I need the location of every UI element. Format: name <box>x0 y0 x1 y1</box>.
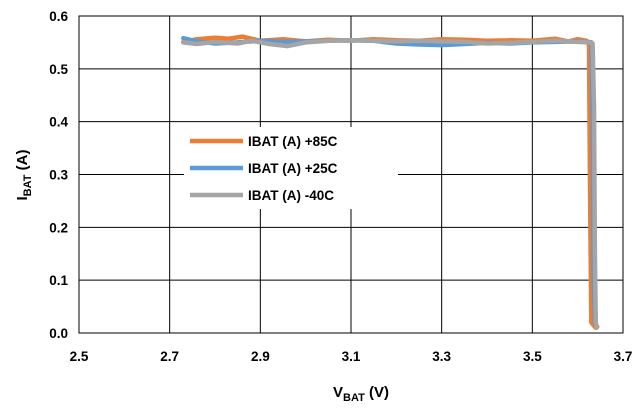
y-tick-label: 0.6 <box>49 9 68 24</box>
plot-border <box>78 15 624 334</box>
y-axis-title-sub: BAT <box>22 174 34 196</box>
x-tick-label: 3.3 <box>432 349 451 364</box>
y-tick-label: 0.3 <box>49 168 68 183</box>
x-tick-label: 3.5 <box>523 349 542 364</box>
y-tick-label: 0.1 <box>49 273 68 288</box>
x-axis-title-main: V <box>333 384 343 401</box>
x-axis-title: VBAT (V) <box>333 384 389 404</box>
x-tick-label: 2.9 <box>251 349 270 364</box>
y-tick-label: 0.0 <box>49 326 68 341</box>
legend: IBAT (A) +85C IBAT (A) +25C IBAT (A) -40C <box>184 127 398 209</box>
y-tick-label: 0.5 <box>49 62 68 77</box>
legend-label-2: IBAT (A) +25C <box>248 161 338 176</box>
y-tick-label: 0.2 <box>49 220 68 235</box>
x-tick-label: 2.5 <box>70 349 89 364</box>
x-tick-label: 2.7 <box>160 349 179 364</box>
y-axis-title: IBAT (A) <box>14 150 34 201</box>
x-axis-title-sub: BAT <box>343 392 365 404</box>
legend-label-1: IBAT (A) +85C <box>248 134 338 149</box>
x-tick-label: 3.1 <box>342 349 361 364</box>
x-tick-label: 3.7 <box>614 349 633 364</box>
series-line-3 <box>181 38 599 330</box>
axis-layer <box>78 15 624 334</box>
tick-layer: 2.5 2.7 2.9 3.1 3.3 3.5 3.7 0.0 0.1 0.2 0.3 0.4 0.5 0… <box>49 9 632 364</box>
y-axis-title-unit: (A) <box>14 150 31 175</box>
y-tick-label: 0.4 <box>49 115 68 130</box>
y-axis-title-main: I <box>14 196 31 200</box>
series-layer <box>181 34 600 330</box>
x-axis-title-unit: (V) <box>365 384 389 401</box>
legend-label-3: IBAT (A) -40C <box>248 188 334 203</box>
